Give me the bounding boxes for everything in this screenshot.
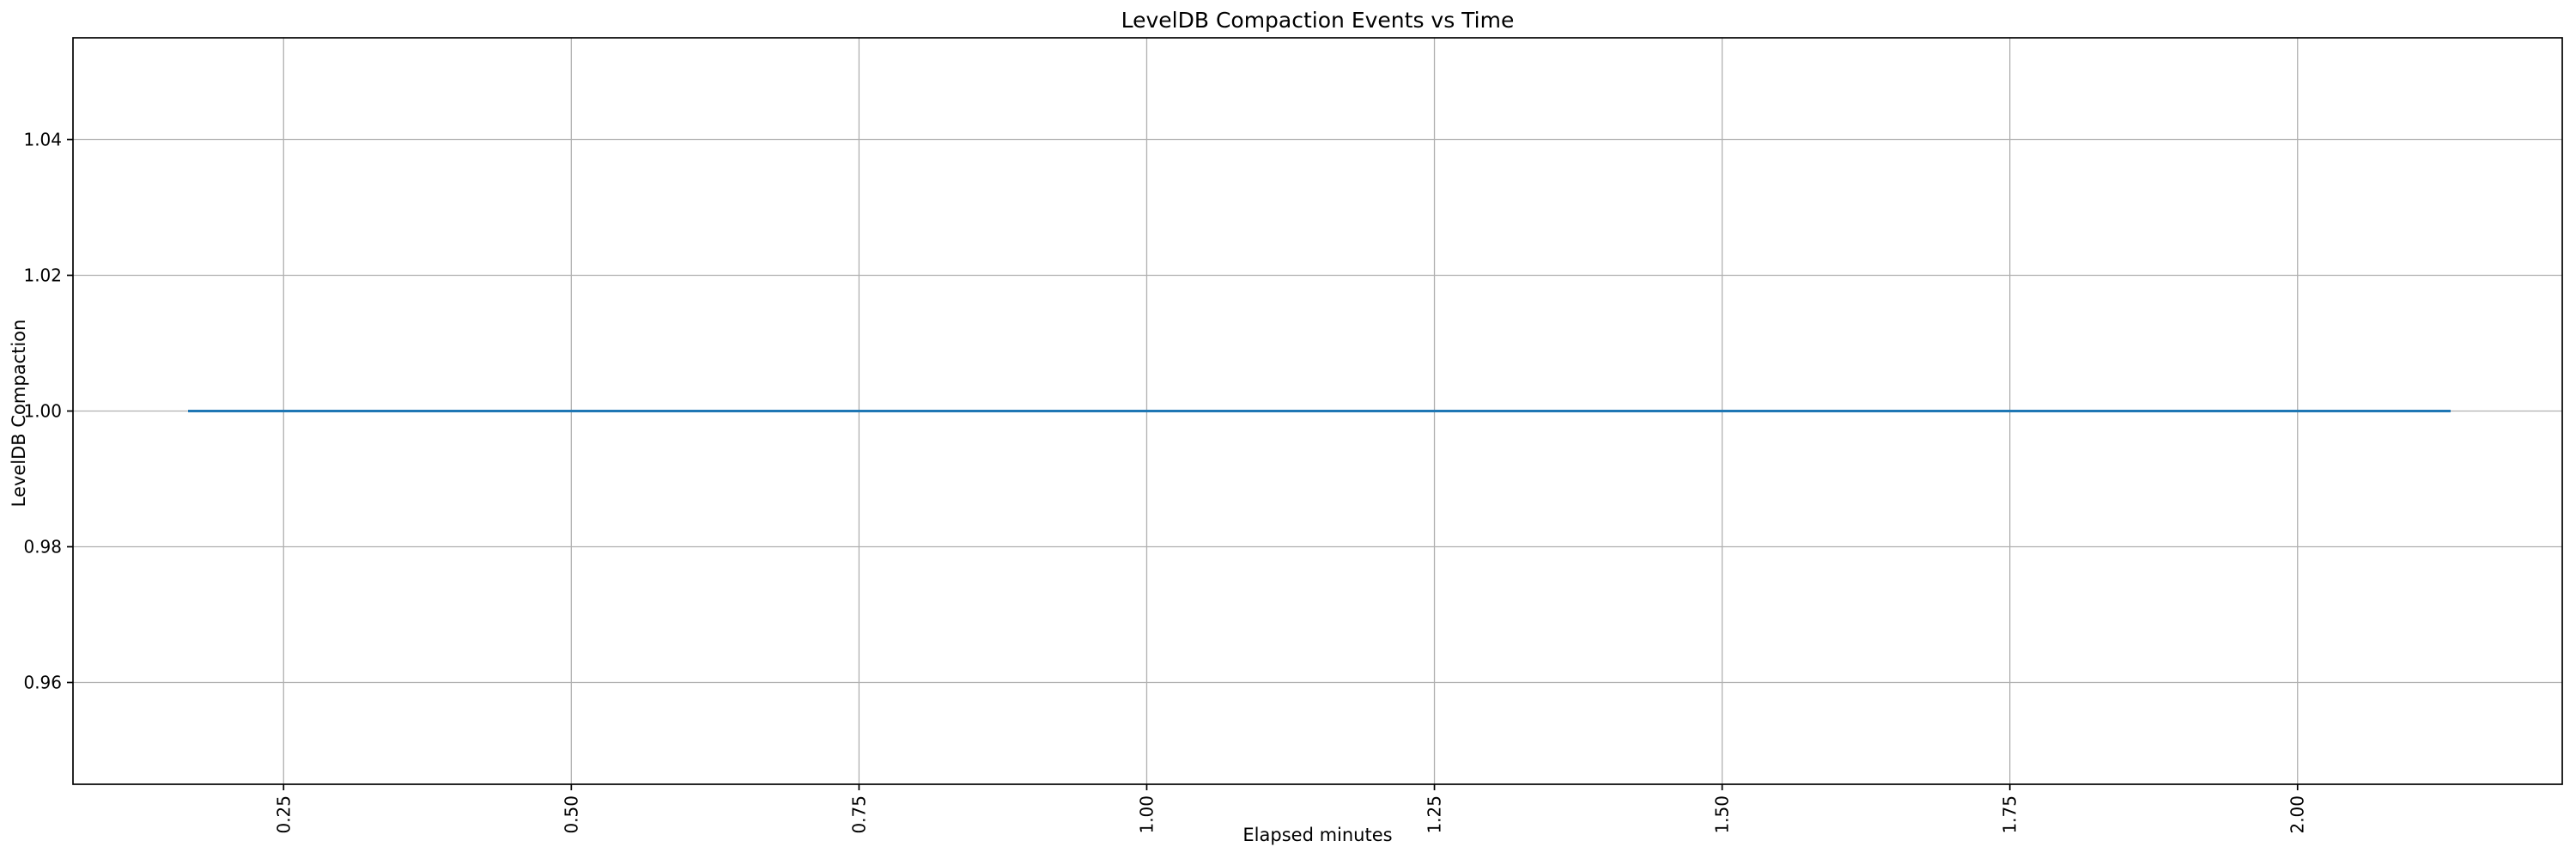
x-tick-label: 0.75: [848, 795, 869, 834]
y-tick-label: 1.00: [23, 401, 62, 422]
x-tick-label: 0.25: [273, 795, 294, 834]
x-tick-label: 1.75: [2000, 795, 2020, 834]
x-axis-label: Elapsed minutes: [1242, 825, 1393, 845]
chart-title: LevelDB Compaction Events vs Time: [1121, 8, 1515, 33]
x-tick-label: 1.50: [1712, 795, 1733, 834]
y-tick-label: 1.02: [23, 265, 62, 286]
x-tick-label: 1.25: [1425, 795, 1445, 834]
x-tick-label: 1.00: [1136, 795, 1157, 834]
y-tick-label: 0.98: [23, 537, 62, 557]
y-tick-label: 1.04: [23, 130, 62, 150]
y-axis-label: LevelDB Compaction: [9, 319, 29, 508]
x-tick-label: 2.00: [2287, 795, 2308, 834]
y-tick-label: 0.96: [23, 673, 62, 693]
x-tick-label: 0.50: [561, 795, 581, 834]
